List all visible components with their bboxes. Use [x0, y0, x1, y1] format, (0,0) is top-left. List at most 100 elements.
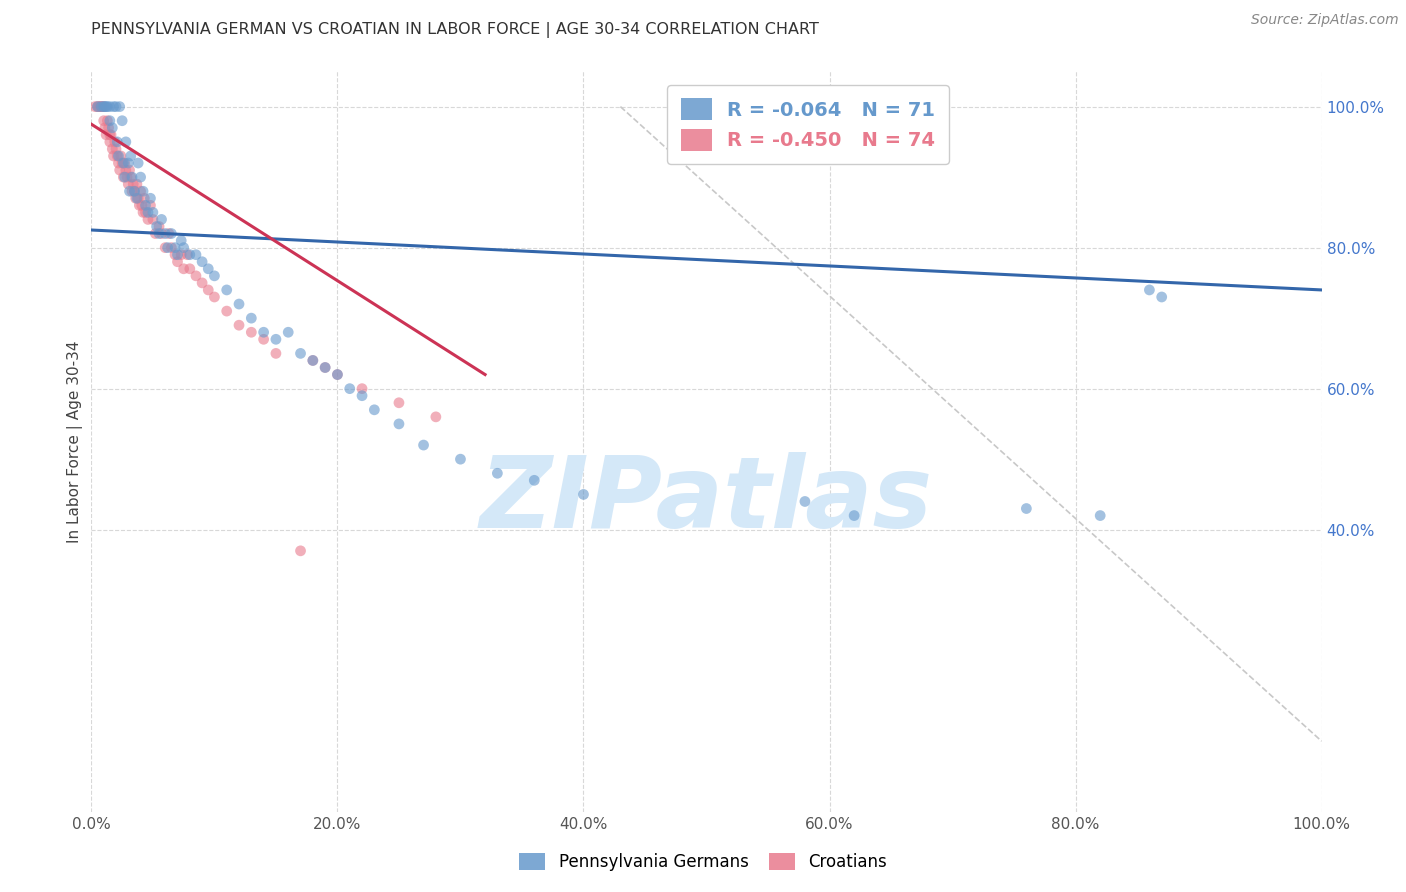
Point: [163, 241, 186, 255]
Point: [98, 128, 121, 142]
Point: [352, 389, 374, 403]
Point: [121, 170, 143, 185]
Y-axis label: In Labor Force | Age 30-34: In Labor Force | Age 30-34: [67, 340, 83, 543]
Point: [277, 325, 299, 339]
Point: [108, 100, 131, 114]
Point: [412, 438, 434, 452]
Point: [125, 177, 148, 191]
Point: [202, 268, 225, 283]
Point: [93, 100, 115, 114]
Point: [176, 248, 198, 262]
Point: [110, 149, 132, 163]
Point: [363, 402, 385, 417]
Legend: Pennsylvania Germans, Croatians: Pennsylvania Germans, Croatians: [510, 845, 896, 880]
Point: [191, 254, 214, 268]
Point: [98, 113, 121, 128]
Point: [314, 360, 336, 375]
Point: [253, 332, 276, 346]
Point: [314, 360, 336, 375]
Point: [117, 156, 139, 170]
Text: PENNSYLVANIA GERMAN VS CROATIAN IN LABOR FORCE | AGE 30-34 CORRELATION CHART: PENNSYLVANIA GERMAN VS CROATIAN IN LABOR…: [91, 22, 820, 38]
Point: [114, 163, 138, 178]
Point: [120, 170, 142, 185]
Point: [115, 170, 138, 185]
Point: [1015, 501, 1038, 516]
Text: ZIPatlas: ZIPatlas: [479, 452, 934, 549]
Point: [107, 156, 129, 170]
Point: [173, 261, 195, 276]
Point: [132, 205, 155, 219]
Point: [153, 241, 177, 255]
Point: [89, 100, 111, 114]
Point: [148, 227, 170, 241]
Point: [122, 177, 145, 191]
Point: [98, 135, 121, 149]
Point: [215, 304, 238, 318]
Point: [114, 170, 136, 185]
Point: [91, 100, 114, 114]
Point: [96, 100, 118, 114]
Point: [103, 149, 125, 163]
Point: [107, 149, 129, 163]
Point: [160, 241, 183, 255]
Point: [264, 332, 287, 346]
Point: [145, 227, 166, 241]
Point: [523, 473, 546, 487]
Point: [127, 191, 149, 205]
Point: [121, 184, 143, 198]
Point: [117, 177, 139, 191]
Point: [156, 241, 179, 255]
Point: [184, 248, 207, 262]
Point: [153, 227, 177, 241]
Point: [842, 508, 865, 523]
Point: [129, 170, 152, 185]
Point: [1139, 283, 1161, 297]
Point: [202, 290, 225, 304]
Point: [101, 120, 124, 135]
Point: [129, 184, 152, 198]
Point: [98, 100, 121, 114]
Point: [166, 254, 188, 268]
Point: [290, 346, 312, 360]
Point: [93, 100, 115, 114]
Point: [90, 100, 112, 114]
Point: [105, 100, 127, 114]
Point: [100, 128, 122, 142]
Point: [215, 283, 238, 297]
Point: [170, 248, 193, 262]
Legend: R = -0.064   N = 71, R = -0.450   N = 74: R = -0.064 N = 71, R = -0.450 N = 74: [666, 85, 949, 164]
Point: [240, 311, 263, 326]
Point: [253, 325, 276, 339]
Point: [127, 156, 149, 170]
Point: [572, 487, 595, 501]
Point: [148, 219, 170, 234]
Point: [388, 417, 411, 431]
Text: Source: ZipAtlas.com: Source: ZipAtlas.com: [1251, 13, 1399, 28]
Point: [124, 184, 146, 198]
Point: [97, 120, 120, 135]
Point: [103, 100, 125, 114]
Point: [112, 156, 135, 170]
Point: [301, 353, 323, 368]
Point: [105, 135, 128, 149]
Point: [114, 135, 138, 149]
Point: [139, 191, 162, 205]
Point: [111, 113, 134, 128]
Point: [179, 261, 201, 276]
Point: [139, 198, 162, 212]
Point: [157, 227, 180, 241]
Point: [135, 198, 156, 212]
Point: [96, 113, 118, 128]
Point: [191, 276, 214, 290]
Point: [301, 353, 323, 368]
Point: [228, 297, 250, 311]
Point: [150, 227, 173, 241]
Point: [170, 234, 193, 248]
Point: [228, 318, 250, 333]
Point: [449, 452, 471, 467]
Point: [150, 212, 173, 227]
Point: [486, 467, 509, 481]
Point: [793, 494, 815, 508]
Point: [326, 368, 349, 382]
Point: [104, 135, 127, 149]
